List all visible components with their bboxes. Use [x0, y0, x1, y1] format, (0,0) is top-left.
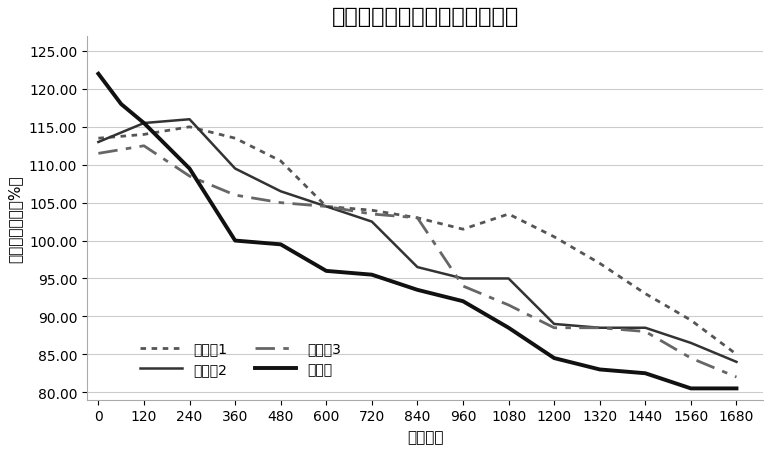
实施例1 — [413, 216, 422, 221]
对比例 — [185, 166, 194, 172]
Line: 对比例: 对比例 — [99, 74, 736, 389]
对比例 — [116, 102, 126, 107]
实施例1 — [641, 291, 650, 297]
对比例 — [458, 299, 467, 304]
对比例 — [550, 355, 559, 361]
实施例1 — [550, 235, 559, 240]
实施例3 — [458, 284, 467, 289]
实施例3 — [686, 355, 695, 361]
实施例3 — [504, 303, 513, 308]
对比例 — [276, 242, 286, 248]
Line: 实施例3: 实施例3 — [99, 147, 736, 377]
实施例2 — [504, 276, 513, 281]
实施例1 — [595, 261, 604, 267]
Line: 实施例1: 实施例1 — [99, 128, 736, 354]
对比例 — [413, 287, 422, 293]
实施例1 — [276, 159, 286, 164]
实施例3 — [139, 144, 149, 149]
对比例 — [504, 325, 513, 331]
实施例3 — [322, 204, 331, 210]
实施例1 — [322, 204, 331, 210]
对比例 — [641, 371, 650, 376]
实施例3 — [413, 216, 422, 221]
实施例1 — [686, 318, 695, 323]
实施例2 — [94, 140, 103, 145]
实施例2 — [413, 265, 422, 270]
实施例3 — [732, 374, 741, 380]
对比例 — [322, 269, 331, 274]
对比例 — [686, 386, 695, 391]
实施例3 — [94, 151, 103, 156]
实施例1 — [504, 212, 513, 217]
对比例 — [732, 386, 741, 391]
实施例2 — [732, 359, 741, 365]
实施例3 — [367, 212, 377, 217]
Line: 实施例2: 实施例2 — [99, 120, 736, 362]
实施例2 — [276, 189, 286, 194]
实施例2 — [367, 219, 377, 225]
实施例2 — [458, 276, 467, 281]
实施例1 — [230, 136, 239, 142]
实施例3 — [550, 325, 559, 331]
实施例2 — [230, 166, 239, 172]
实施例2 — [641, 325, 650, 331]
实施例3 — [595, 325, 604, 331]
实施例2 — [686, 341, 695, 346]
实施例1 — [185, 125, 194, 130]
实施例2 — [322, 204, 331, 210]
Title: 各实施例与对比例循环容量对比: 各实施例与对比例循环容量对比 — [331, 7, 519, 27]
实施例1 — [458, 227, 467, 232]
实施例3 — [230, 193, 239, 198]
实施例2 — [595, 325, 604, 331]
X-axis label: 循环次数: 循环次数 — [407, 429, 444, 444]
实施例2 — [185, 117, 194, 123]
对比例 — [230, 238, 239, 244]
实施例3 — [276, 201, 286, 206]
实施例1 — [139, 133, 149, 138]
实施例1 — [367, 208, 377, 213]
对比例 — [139, 121, 149, 126]
对比例 — [595, 367, 604, 373]
Y-axis label: 与额定容量比（%）: 与额定容量比（%） — [7, 175, 22, 262]
实施例2 — [550, 322, 559, 327]
对比例 — [94, 72, 103, 77]
实施例1 — [94, 136, 103, 142]
对比例 — [367, 272, 377, 278]
实施例3 — [185, 174, 194, 179]
Legend: 实施例1, 实施例2, 实施例3, 对比例: 实施例1, 实施例2, 实施例3, 对比例 — [135, 336, 346, 382]
实施例3 — [641, 329, 650, 335]
实施例1 — [732, 352, 741, 357]
实施例2 — [139, 121, 149, 126]
